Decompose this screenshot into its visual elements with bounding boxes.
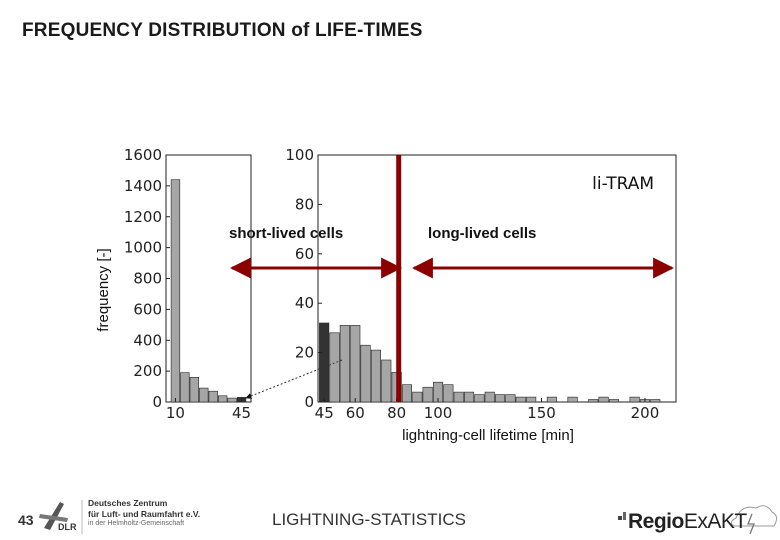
right-xtick-label-3: 100 — [424, 404, 453, 422]
right-xtick-label-4: 150 — [527, 404, 556, 422]
right-bar-15 — [474, 394, 485, 403]
right-bar-17 — [494, 394, 506, 403]
left-ytick-label-3: 600 — [133, 300, 162, 318]
right-ytick-label-4: 80 — [295, 195, 314, 213]
right-panel-y-ticks: 0 20 40 60 80 100 — [285, 146, 322, 411]
left-ytick-label-1: 200 — [133, 362, 162, 380]
dlr-mark: DLR — [58, 522, 77, 532]
left-panel-y-ticks: 0 200 400 600 800 1000 1200 1400 1600 — [124, 146, 170, 411]
regioexakt-logo-text: RegioExAKT — [628, 510, 747, 534]
right-bar-28 — [650, 399, 661, 403]
right-xtick-label-5: 200 — [631, 404, 660, 422]
right-bar-6 — [381, 359, 392, 403]
footer-title: LIGHTNING-STATISTICS — [272, 510, 466, 529]
left-ytick-label-7: 1400 — [124, 177, 162, 195]
y-axis-label: frequency [-] — [95, 248, 112, 331]
lifetime-chart: 0 200 400 600 800 1000 1200 1400 1600 10 45 0 20 40… — [95, 146, 677, 444]
right-bar-16 — [484, 391, 495, 403]
right-bar-10 — [422, 386, 433, 403]
right-bar-0 — [319, 322, 330, 403]
slide-title: FREQUENCY DISTRIBUTION of LIFE-TIMES — [22, 20, 423, 41]
right-bar-13 — [453, 391, 464, 403]
left-bar-1 — [180, 372, 190, 403]
legend-text: li-TRAM — [592, 174, 654, 194]
right-bar-21 — [546, 396, 557, 403]
right-bar-18 — [505, 394, 516, 403]
left-bar-6 — [227, 397, 237, 403]
right-bar-8 — [401, 384, 413, 403]
right-bar-9 — [412, 391, 423, 403]
left-bar-2 — [189, 376, 199, 403]
regio-part: Regio — [628, 510, 684, 533]
dlr-logo-text: Deutsches Zentrum für Luft- und Raumfahr… — [88, 498, 200, 530]
right-ytick-label-5: 100 — [285, 146, 314, 164]
right-bar-2 — [339, 325, 350, 403]
regioexakt-logo-icon — [618, 505, 778, 535]
right-bar-5 — [370, 349, 382, 403]
right-bar-25 — [608, 399, 620, 403]
right-panel-bars — [319, 322, 661, 403]
right-ytick-label-1: 20 — [295, 344, 314, 362]
left-ytick-label-8: 1600 — [124, 146, 162, 164]
right-bar-3 — [350, 325, 361, 403]
right-ytick-label-0: 0 — [304, 393, 314, 411]
dlr-line-1: Deutsches Zentrum — [88, 498, 168, 508]
short-lived-label: short-lived cells — [229, 225, 343, 242]
long-lived-label: long-lived cells — [428, 225, 536, 242]
left-ytick-label-5: 1000 — [124, 239, 162, 257]
right-bar-20 — [526, 396, 537, 403]
right-xtick-label-0: 45 — [315, 404, 334, 422]
left-panel-bars — [170, 179, 247, 403]
panel-link-arrow — [245, 359, 343, 399]
right-bar-4 — [360, 344, 371, 403]
right-bar-1 — [329, 332, 340, 403]
left-bar-3 — [199, 387, 209, 403]
left-ytick-label-2: 400 — [133, 331, 162, 349]
left-bar-4 — [208, 390, 218, 403]
dlr-line-3: in der Helmholtz-Gemeinschaft — [88, 520, 185, 527]
x-axis-label: lightning-cell lifetime [min] — [402, 427, 574, 444]
right-bar-14 — [463, 391, 475, 403]
left-xtick-label-1: 45 — [232, 404, 251, 422]
exakt-part: ExAKT — [683, 510, 747, 533]
left-panel-x-ticks: 10 45 — [166, 398, 251, 422]
right-bar-12 — [443, 384, 454, 403]
left-ytick-label-0: 0 — [152, 393, 162, 411]
right-bar-19 — [515, 396, 526, 403]
left-xtick-label-0: 10 — [166, 404, 185, 422]
left-bar-0 — [170, 179, 181, 403]
page-number: 43 — [18, 512, 34, 528]
right-ytick-label-2: 40 — [295, 294, 314, 312]
right-bar-24 — [598, 396, 609, 403]
right-bar-22 — [567, 396, 578, 403]
dlr-line-2: für Luft- und Raumfahrt e.V. — [88, 508, 201, 519]
right-ytick-label-3: 60 — [295, 245, 314, 263]
left-ytick-label-6: 1200 — [124, 208, 162, 226]
right-bar-23 — [588, 399, 599, 403]
right-panel-x-ticks: 45 60 80 100 150 200 — [315, 398, 660, 422]
right-xtick-label-2: 80 — [387, 404, 406, 422]
right-bar-26 — [629, 396, 640, 403]
right-xtick-label-1: 60 — [346, 404, 365, 422]
left-bar-5 — [218, 395, 228, 403]
dlr-logo-icon — [39, 500, 83, 534]
left-ytick-label-4: 800 — [133, 270, 162, 288]
